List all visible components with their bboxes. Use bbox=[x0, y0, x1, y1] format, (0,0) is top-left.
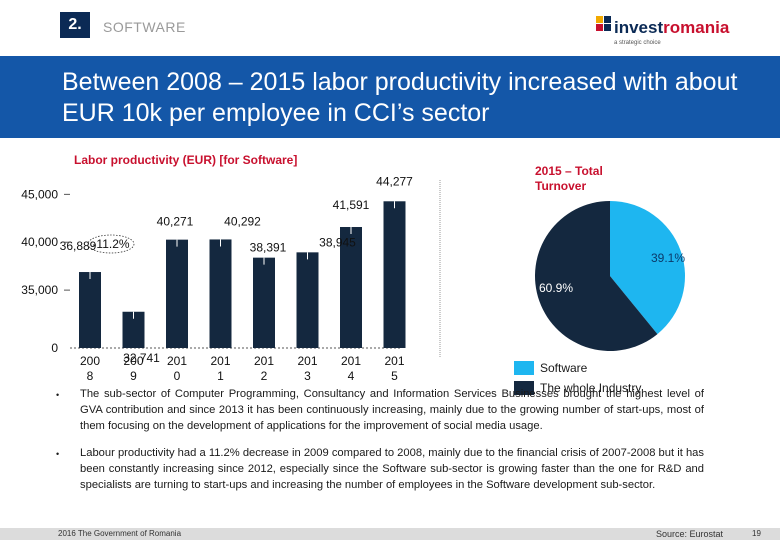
decline-annotation: -11.2% bbox=[92, 237, 129, 251]
logo-mark-icon bbox=[596, 16, 611, 31]
bullet-mark-icon: • bbox=[56, 390, 60, 400]
bar-value-label: 36,889 bbox=[60, 239, 97, 253]
section-label: SOFTWARE bbox=[103, 19, 186, 35]
bar-value-label: 41,591 bbox=[333, 198, 370, 212]
legend-item-software: Software bbox=[514, 358, 674, 378]
x-tick-label: 8 bbox=[87, 369, 94, 383]
footer-copyright: 2016 The Government of Romania bbox=[58, 529, 182, 538]
x-tick-label: 201 bbox=[210, 354, 230, 368]
bar-value-label: 40,292 bbox=[224, 214, 261, 228]
logo-text-b: romania bbox=[663, 18, 730, 37]
footer-source: Source: Eurostat bbox=[656, 529, 724, 539]
page-number: 19 bbox=[752, 529, 761, 538]
investromania-logo: investromania a strategic choice bbox=[596, 14, 736, 50]
bar-2013 bbox=[296, 252, 319, 348]
bar-value-label: 32,741 bbox=[123, 351, 160, 365]
pie-slice-label: 39.1% bbox=[651, 251, 685, 265]
bar-value-label: 44,277 bbox=[376, 174, 413, 188]
legend-swatch-industry bbox=[514, 381, 534, 395]
footer-bar bbox=[0, 528, 780, 540]
bullet-item: • Labour productivity had a 11.2% decrea… bbox=[56, 445, 704, 493]
bar-2014 bbox=[340, 227, 362, 348]
legend-label-software: Software bbox=[540, 361, 588, 375]
decline-annotation-ring bbox=[87, 234, 135, 254]
x-tick-label: 3 bbox=[304, 369, 311, 383]
y-tick-label: 35,000 bbox=[21, 283, 58, 297]
bullet-text: Labour productivity had a 11.2% decrease… bbox=[80, 447, 704, 491]
x-tick-label: 0 bbox=[174, 369, 181, 383]
bar-value-label: 38,391 bbox=[250, 241, 287, 255]
pie-slice-label: 60.9% bbox=[539, 281, 573, 295]
bar-2011 bbox=[209, 239, 232, 348]
bullet-mark-icon: • bbox=[56, 449, 60, 459]
bar-2012 bbox=[253, 257, 275, 348]
y-tick-label: 0 bbox=[51, 341, 58, 355]
pie-slice-software bbox=[610, 201, 685, 335]
pie-chart: 39.1% 60.9% bbox=[535, 201, 685, 351]
y-tick-label: 45,000 bbox=[21, 187, 58, 201]
bar-2008 bbox=[79, 272, 101, 348]
bar-value-label: 38,945 bbox=[319, 235, 356, 249]
x-tick-label: 201 bbox=[297, 354, 317, 368]
pie-legend: Software The whole Industry bbox=[514, 358, 674, 398]
bar-2009 bbox=[122, 311, 145, 348]
pie-chart-title: 2015 – Total Turnover bbox=[535, 164, 603, 193]
page-title: Between 2008 – 2015 labor productivity i… bbox=[62, 68, 738, 127]
pie-slice-industry bbox=[535, 201, 658, 351]
bullet-text: The sub-sector of Computer Programming, … bbox=[80, 388, 704, 432]
x-tick-label: 200 bbox=[123, 354, 143, 368]
x-tick-label: 5 bbox=[391, 369, 398, 383]
bullet-item: • The sub-sector of Computer Programming… bbox=[56, 386, 704, 434]
x-tick-label: 200 bbox=[80, 354, 100, 368]
x-tick-label: 201 bbox=[341, 354, 361, 368]
legend-label-industry: The whole Industry bbox=[540, 381, 642, 395]
bar-value-label: 40,271 bbox=[157, 215, 194, 229]
bar-chart: 36,889 32,741 40,271 40,292 38,391 38,945 41,5… bbox=[21, 174, 441, 383]
legend-item-industry: The whole Industry bbox=[514, 378, 674, 398]
section-number: 2. bbox=[60, 12, 90, 38]
bullet-list: • The sub-sector of Computer Programming… bbox=[56, 386, 704, 504]
bar-2015 bbox=[383, 201, 406, 348]
x-tick-label: 201 bbox=[384, 354, 404, 368]
logo-tagline: a strategic choice bbox=[614, 40, 661, 46]
logo-text-a: invest bbox=[614, 18, 664, 37]
bar-2010 bbox=[166, 239, 188, 348]
y-tick-label: 40,000 bbox=[21, 235, 58, 249]
legend-swatch-software bbox=[514, 361, 534, 375]
x-tick-label: 4 bbox=[348, 369, 355, 383]
x-tick-label: 1 bbox=[217, 369, 224, 383]
headline-banner bbox=[0, 56, 780, 138]
x-tick-label: 2 bbox=[261, 369, 268, 383]
x-tick-label: 201 bbox=[254, 354, 274, 368]
bar-chart-title: Labor productivity (EUR) [for Software] bbox=[74, 153, 298, 167]
x-tick-label: 201 bbox=[167, 354, 187, 368]
x-tick-label: 9 bbox=[130, 369, 137, 383]
